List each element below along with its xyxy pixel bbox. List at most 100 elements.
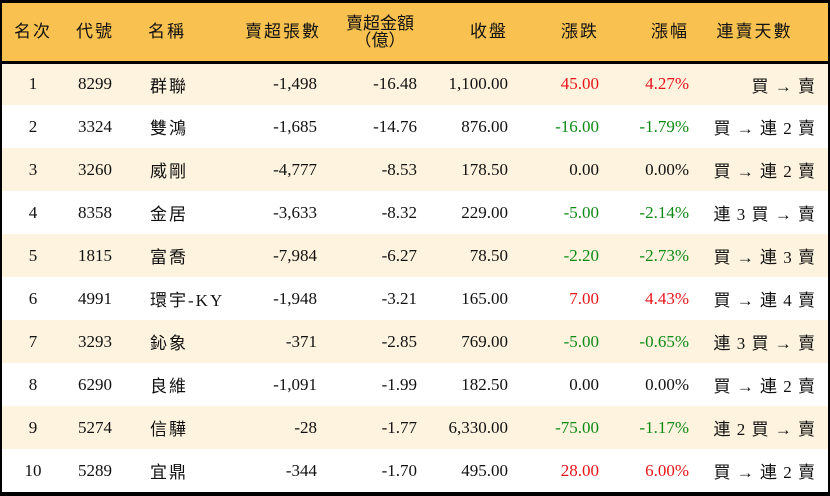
net-sell-amount-cell: -3.21	[381, 288, 417, 308]
stock-name-cell[interactable]: 鈊象	[150, 334, 188, 353]
stock-code-cell[interactable]: 8358	[78, 202, 112, 222]
price-change-cell: -75.00	[555, 417, 599, 437]
table-header-row: 名次 代號 名稱 賣超張數 賣超金額 （億） 收盤 漲跌 漲幅 連賣天數	[2, 3, 828, 64]
stock-code-cell[interactable]: 4991	[78, 288, 112, 308]
close-price-cell: 165.00	[461, 288, 508, 308]
stock-name-cell[interactable]: 信驊	[150, 420, 188, 439]
table-row[interactable]: 1 8299 群聯 -1,498 -16.48 1,100.00 45.00 4…	[2, 62, 828, 105]
header-net-sell-amount-unit: （億）	[354, 30, 406, 50]
price-change-cell: -5.00	[563, 331, 599, 351]
change-percent-cell: 4.27%	[645, 74, 689, 94]
stock-code-cell[interactable]: 5289	[78, 460, 112, 480]
header-net-sell-lots[interactable]: 賣超張數	[228, 3, 321, 64]
rank-cell: 2	[28, 116, 38, 136]
net-sell-lots-cell: -7,984	[273, 245, 317, 265]
close-price-cell: 78.50	[469, 245, 508, 265]
net-sell-lots-cell: -1,948	[273, 288, 317, 308]
rank-cell: 9	[28, 417, 38, 437]
streak-cell: 連 2 買 → 賣	[713, 420, 816, 439]
table-row[interactable]: 4 8358 金居 -3,633 -8.32 229.00 -5.00 -2.1…	[2, 191, 828, 234]
rank-cell: 10	[24, 460, 42, 480]
stock-code-cell[interactable]: 6290	[78, 374, 112, 394]
stock-name-cell[interactable]: 雙鴻	[150, 119, 188, 138]
change-percent-cell: -0.65%	[639, 331, 689, 351]
table-row[interactable]: 2 3324 雙鴻 -1,685 -14.76 876.00 -16.00 -1…	[2, 105, 828, 148]
stock-name-cell[interactable]: 環宇-KY	[150, 291, 225, 310]
stock-code-cell[interactable]: 8299	[78, 74, 112, 94]
table-row[interactable]: 7 3293 鈊象 -371 -2.85 769.00 -5.00 -0.65%…	[2, 320, 828, 363]
streak-cell: 買 → 連 2 賣	[713, 377, 816, 396]
change-percent-cell: -1.79%	[639, 116, 689, 136]
header-close[interactable]: 收盤	[421, 3, 512, 64]
table-body: 1 8299 群聯 -1,498 -16.48 1,100.00 45.00 4…	[2, 62, 828, 492]
header-change[interactable]: 漲跌	[512, 3, 603, 64]
close-price-cell: 876.00	[461, 116, 508, 136]
close-price-cell: 495.00	[461, 460, 508, 480]
net-sell-amount-cell: -1.70	[381, 460, 417, 480]
stock-name-cell[interactable]: 富喬	[150, 248, 188, 267]
rank-cell: 5	[28, 245, 38, 265]
header-rank[interactable]: 名次	[2, 3, 64, 64]
rank-cell: 6	[28, 288, 38, 308]
close-price-cell: 178.50	[461, 159, 508, 179]
header-change-pct[interactable]: 漲幅	[603, 3, 693, 64]
net-sell-amount-cell: -8.53	[381, 159, 417, 179]
close-price-cell: 182.50	[461, 374, 508, 394]
net-sell-amount-cell: -1.99	[381, 374, 417, 394]
stock-name-cell[interactable]: 威剛	[150, 162, 188, 181]
rank-cell: 7	[28, 331, 38, 351]
table-row[interactable]: 9 5274 信驊 -28 -1.77 6,330.00 -75.00 -1.1…	[2, 406, 828, 449]
stock-code-cell[interactable]: 3260	[78, 159, 112, 179]
stock-code-cell[interactable]: 3293	[78, 331, 112, 351]
price-change-cell: 7.00	[569, 288, 599, 308]
streak-cell: 連 3 買 → 賣	[713, 205, 816, 224]
net-sell-lots-cell: -3,633	[273, 202, 317, 222]
close-price-cell: 769.00	[461, 331, 508, 351]
streak-cell: 買 → 連 3 賣	[713, 248, 816, 267]
streak-cell: 連 3 買 → 賣	[713, 334, 816, 353]
streak-cell: 買 → 連 2 賣	[713, 119, 816, 138]
stock-name-cell[interactable]: 群聯	[150, 76, 188, 96]
net-sell-lots-cell: -4,777	[273, 159, 317, 179]
stock-name-cell[interactable]: 良維	[150, 377, 188, 396]
header-streak[interactable]: 連賣天數	[693, 3, 828, 64]
stock-code-cell[interactable]: 3324	[78, 116, 112, 136]
change-percent-cell: -1.17%	[639, 417, 689, 437]
price-change-cell: 45.00	[560, 74, 599, 94]
net-sell-amount-cell: -14.76	[373, 116, 417, 136]
table-row[interactable]: 10 5289 宜鼎 -344 -1.70 495.00 28.00 6.00%…	[2, 449, 828, 492]
rank-cell: 8	[28, 374, 38, 394]
price-change-cell: 0.00	[569, 159, 599, 179]
header-code[interactable]: 代號	[64, 3, 128, 64]
rank-cell: 1	[28, 74, 38, 94]
net-sell-lots-cell: -1,091	[273, 374, 317, 394]
table-row[interactable]: 6 4991 環宇-KY -1,948 -3.21 165.00 7.00 4.…	[2, 277, 828, 320]
net-sell-lots-cell: -28	[294, 417, 317, 437]
stock-name-cell[interactable]: 金居	[150, 205, 188, 224]
net-sell-lots-cell: -1,498	[273, 74, 317, 94]
net-sell-lots-cell: -1,685	[273, 116, 317, 136]
streak-cell: 買 → 連 2 賣	[713, 162, 816, 181]
change-percent-cell: -2.73%	[639, 245, 689, 265]
net-sell-ranking-table: 名次 代號 名稱 賣超張數 賣超金額 （億） 收盤 漲跌 漲幅 連賣天數 1 8…	[2, 3, 828, 492]
close-price-cell: 1,100.00	[448, 74, 509, 94]
change-percent-cell: 6.00%	[645, 460, 689, 480]
table-row[interactable]: 5 1815 富喬 -7,984 -6.27 78.50 -2.20 -2.73…	[2, 234, 828, 277]
header-net-sell-amount-label: 賣超金額	[346, 13, 414, 33]
rank-cell: 3	[28, 159, 38, 179]
streak-cell: 買 → 賣	[751, 76, 816, 96]
table-row[interactable]: 3 3260 威剛 -4,777 -8.53 178.50 0.00 0.00%…	[2, 148, 828, 191]
table-row[interactable]: 8 6290 良維 -1,091 -1.99 182.50 0.00 0.00%…	[2, 363, 828, 406]
stock-name-cell[interactable]: 宜鼎	[150, 463, 188, 482]
header-name[interactable]: 名稱	[128, 3, 228, 64]
change-percent-cell: 4.43%	[645, 288, 689, 308]
streak-cell: 買 → 連 2 賣	[713, 463, 816, 482]
net-sell-amount-cell: -8.32	[381, 202, 417, 222]
net-sell-amount-cell: -1.77	[381, 417, 417, 437]
net-sell-lots-cell: -371	[285, 331, 317, 351]
price-change-cell: -16.00	[555, 116, 599, 136]
header-net-sell-amount[interactable]: 賣超金額 （億）	[321, 3, 421, 64]
stock-code-cell[interactable]: 1815	[78, 245, 112, 265]
stock-code-cell[interactable]: 5274	[78, 417, 112, 437]
